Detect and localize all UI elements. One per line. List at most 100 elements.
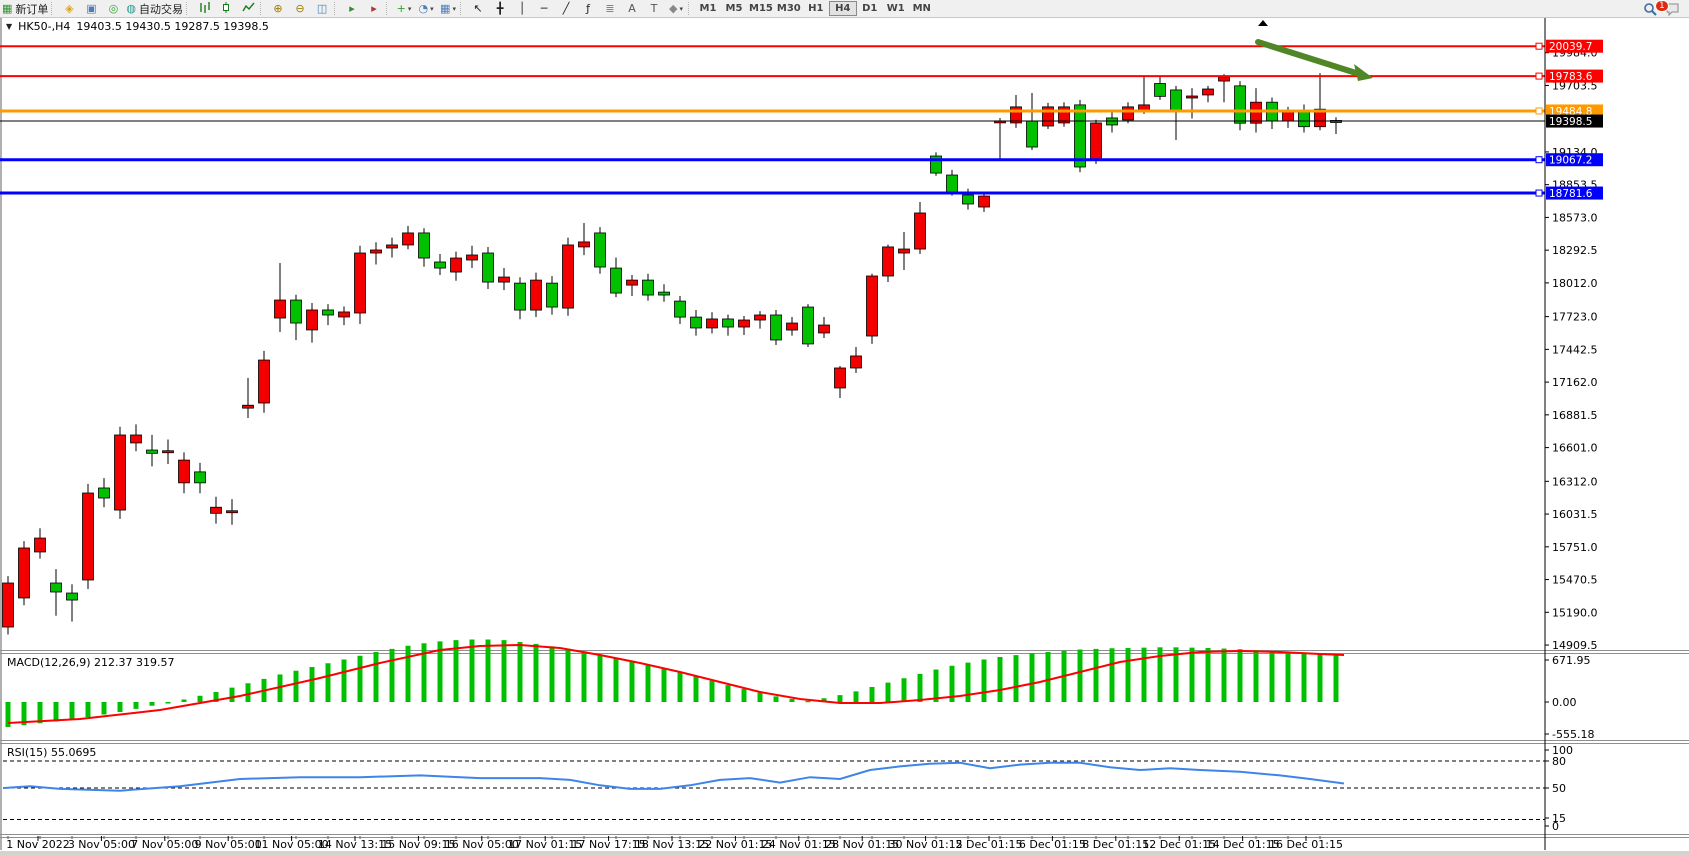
svg-text:12 Dec 01:15: 12 Dec 01:15 xyxy=(1142,838,1216,851)
svg-text:17 Nov 01:15: 17 Nov 01:15 xyxy=(508,838,582,851)
timeframe-d1[interactable]: D1 xyxy=(857,1,883,16)
svg-text:6 Dec 01:15: 6 Dec 01:15 xyxy=(1019,838,1086,851)
svg-text:0: 0 xyxy=(1552,820,1559,833)
price-label-18781.6: 18781.6 xyxy=(1546,186,1603,200)
timeframe-h4-label: H4 xyxy=(835,3,851,14)
timeframe-w1-label: W1 xyxy=(886,3,905,14)
svg-text:16601.0: 16601.0 xyxy=(1552,442,1598,455)
svg-text:11 Nov 05:00: 11 Nov 05:00 xyxy=(255,838,329,851)
timeframe-d1-label: D1 xyxy=(862,3,878,14)
timeframe-m30[interactable]: M30 xyxy=(775,1,803,16)
tile-icon: ◫ xyxy=(316,2,328,15)
svg-text:20039.7: 20039.7 xyxy=(1549,41,1592,53)
metaeditor-button[interactable]: ▣ xyxy=(80,1,102,16)
fibonacci-button[interactable]: ƒ xyxy=(577,1,599,16)
chart-canvas: 19984.019703.519134.018853.518573.018292… xyxy=(0,17,1689,856)
timeframe-h4[interactable]: H4 xyxy=(828,1,857,16)
line-chart-button[interactable] xyxy=(237,1,259,16)
chart-ohlc-values: 19403.5 19430.5 19287.5 19398.5 xyxy=(76,20,269,33)
add-indicator-button[interactable]: + ▾ xyxy=(393,1,415,16)
chart-shift-button[interactable]: ▸ xyxy=(363,1,385,16)
svg-text:100: 100 xyxy=(1552,744,1573,757)
horizontal-line-20039.7[interactable] xyxy=(0,42,1545,50)
crosshair-icon: ╋ xyxy=(496,2,504,15)
svg-text:18012.0: 18012.0 xyxy=(1552,277,1598,290)
svg-text:18573.0: 18573.0 xyxy=(1552,211,1598,224)
timeframe-m5[interactable]: M5 xyxy=(721,1,747,16)
zoom-in-icon: ⊕ xyxy=(273,2,283,15)
toolbar-separator xyxy=(51,2,57,15)
timeframe-m1[interactable]: M1 xyxy=(695,1,721,16)
horizontal-line-button[interactable]: ─ xyxy=(533,1,555,16)
search-button[interactable] xyxy=(1639,1,1661,16)
price-label-19067.2: 19067.2 xyxy=(1546,153,1603,167)
timeframe-w1[interactable]: W1 xyxy=(883,1,909,16)
toolbar-separator xyxy=(260,2,266,15)
chevron-down-icon[interactable]: ▾ xyxy=(452,4,456,13)
signals-button[interactable]: ◎ xyxy=(102,1,124,16)
line-chart-icon xyxy=(241,1,255,17)
symbol-dropdown-icon[interactable]: ▼ xyxy=(6,22,13,31)
shapes-button[interactable]: ◆ ▾ xyxy=(665,1,687,16)
cursor-button[interactable]: ↖ xyxy=(467,1,489,16)
macd-indicator: MACD(12,26,9) 212.37 319.57 671.95 0.00 -55… xyxy=(5,639,1594,741)
trendline-icon: ╱ xyxy=(562,2,570,15)
text-button[interactable]: A xyxy=(621,1,643,16)
svg-text:7 Nov 05:00: 7 Nov 05:00 xyxy=(131,838,198,851)
trendline-button[interactable]: ╱ xyxy=(555,1,577,16)
svg-text:2 Dec 01:15: 2 Dec 01:15 xyxy=(956,838,1023,851)
zoom-out-button[interactable]: ⊖ xyxy=(289,1,311,16)
chart-window: 19984.0 19703.5 19134.0 18853.5 18573.0 18292… xyxy=(0,17,1689,856)
chat-button[interactable]: 1 xyxy=(1655,0,1683,16)
templates-button[interactable]: ▦ ▾ xyxy=(437,1,459,16)
trend-arrow-annotation[interactable] xyxy=(1255,39,1373,81)
auto-trading-button[interactable]: ◍ 自动交易 xyxy=(124,1,185,16)
crosshair-button[interactable]: ╋ xyxy=(489,1,511,16)
timeframe-h1[interactable]: H1 xyxy=(803,1,829,16)
chart-symbol-timeframe: HK50-,H4 xyxy=(18,20,71,33)
periods-button[interactable]: ◔ ▾ xyxy=(415,1,437,16)
svg-text:19067.2: 19067.2 xyxy=(1549,155,1592,167)
horizontal-line-18781.6[interactable] xyxy=(0,189,1545,197)
channel-button[interactable]: ≣ xyxy=(599,1,621,16)
vertical-line-button[interactable]: │ xyxy=(511,1,533,16)
text-label-button[interactable]: T xyxy=(643,1,665,16)
toolbar-separator xyxy=(186,2,192,15)
timeframe-m30-label: M30 xyxy=(776,3,801,14)
plus-icon: + xyxy=(396,2,406,15)
svg-text:17723.0: 17723.0 xyxy=(1552,311,1598,324)
svg-text:15190.0: 15190.0 xyxy=(1552,606,1598,619)
chevron-down-icon[interactable]: ▾ xyxy=(430,4,434,13)
zoom-in-button[interactable]: ⊕ xyxy=(267,1,289,16)
stamp-button[interactable]: ◈ xyxy=(58,1,80,16)
scroll-marker-icon xyxy=(1258,20,1268,26)
chevron-down-icon[interactable]: ▾ xyxy=(679,4,683,13)
candlestick-chart-icon xyxy=(220,1,233,17)
new-order-button[interactable]: ▦ 新订单 xyxy=(0,1,50,16)
horizontal-line-19783.6[interactable] xyxy=(0,72,1545,80)
cursor-icon: ↖ xyxy=(473,2,483,15)
chevron-down-icon[interactable]: ▾ xyxy=(407,4,412,13)
horizontal-line-19067.2[interactable] xyxy=(0,156,1545,164)
auto-scroll-button[interactable]: ▸ xyxy=(341,1,363,16)
horizontal-line-19484.8[interactable] xyxy=(0,107,1545,115)
candlestick-chart-button[interactable] xyxy=(215,1,237,16)
svg-text:1 Nov 2022: 1 Nov 2022 xyxy=(6,838,69,851)
svg-text:17162.0: 17162.0 xyxy=(1552,376,1598,389)
bar-chart-button[interactable] xyxy=(193,1,215,16)
svg-text:16031.5: 16031.5 xyxy=(1552,508,1598,521)
stamp-icon: ◈ xyxy=(65,2,74,15)
svg-text:17 Nov 17:15: 17 Nov 17:15 xyxy=(572,838,646,851)
toolbar: ▦ 新订单 ◈ ▣ ◎ ◍ 自动交易 ⊕ ⊖ ◫ ▸ ▸ + ▾ ◔ ▾ ▦ ▾ ↖ ╋ │ ─ ╱ ƒ ≣ A T ◆ ▾ M1 M5 M1… xyxy=(0,0,1689,18)
timeframe-m15[interactable]: M15 xyxy=(747,1,775,16)
svg-text:3 Nov 05:00: 3 Nov 05:00 xyxy=(68,838,135,851)
timeframe-mn[interactable]: MN xyxy=(909,1,935,16)
fibo-icon: ƒ xyxy=(586,2,590,15)
tile-windows-button[interactable]: ◫ xyxy=(311,1,333,16)
vline-icon: │ xyxy=(518,2,526,15)
svg-text:15470.5: 15470.5 xyxy=(1552,574,1598,587)
label-icon: T xyxy=(650,2,658,15)
svg-text:-555.18: -555.18 xyxy=(1552,728,1594,741)
svg-text:15 Nov 09:15: 15 Nov 09:15 xyxy=(381,838,455,851)
svg-text:19783.6: 19783.6 xyxy=(1549,71,1593,83)
